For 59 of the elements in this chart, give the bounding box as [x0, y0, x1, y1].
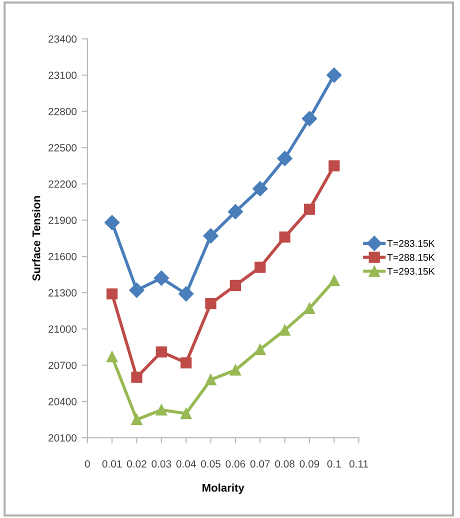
point [304, 204, 316, 215]
point [302, 111, 318, 126]
x-tick-label: 0.01 [102, 460, 122, 468]
point [230, 364, 241, 376]
y-tick-label: 23100 [48, 72, 77, 79]
x-tick-label: 0.07 [250, 460, 270, 468]
legend-label: T=283.15K [387, 240, 435, 247]
legend-label: T=288.15K [387, 254, 435, 261]
x-axis-title: Molarity [202, 484, 244, 494]
point [129, 282, 144, 298]
point [104, 214, 120, 230]
point [328, 160, 340, 172]
point [180, 357, 192, 368]
x-tick-label: 0.04 [176, 460, 196, 468]
point [205, 374, 216, 386]
x-tick-label: 0 [84, 460, 90, 468]
point [277, 150, 292, 166]
point [228, 204, 244, 220]
x-tick-label: 0.05 [201, 460, 220, 468]
point [156, 404, 167, 416]
y-tick-label: 22500 [48, 144, 77, 152]
point [178, 286, 194, 302]
x-tick-label: 0.02 [127, 460, 146, 468]
x-tick-label: 0.03 [152, 460, 172, 468]
point [326, 68, 342, 83]
x-tick-label: 0.09 [300, 460, 320, 468]
point [279, 232, 290, 243]
y-tick-label: 21600 [48, 252, 77, 260]
legend-label: T=293.15K [387, 268, 435, 275]
point [156, 346, 167, 358]
y-axis-title: Surface Tension [32, 196, 40, 281]
y-tick-label: 21300 [48, 289, 77, 297]
point [203, 228, 218, 244]
point [254, 344, 266, 356]
x-tick-label: 0.1 [327, 460, 341, 468]
x-tick-label: 0.11 [349, 460, 368, 468]
y-tick-label: 20400 [48, 398, 77, 406]
point [154, 270, 169, 286]
point [279, 324, 290, 336]
point [252, 181, 268, 196]
point [254, 262, 266, 273]
point [106, 351, 118, 362]
y-tick-label: 23400 [48, 35, 77, 43]
y-tick-label: 21900 [48, 216, 77, 224]
y-tick-label: 21000 [48, 325, 77, 333]
point [304, 302, 316, 314]
point [230, 280, 241, 291]
point [131, 372, 142, 383]
point [328, 275, 340, 286]
y-tick-label: 22800 [48, 108, 77, 116]
point [106, 288, 118, 300]
point [131, 414, 142, 426]
point [180, 408, 192, 420]
point [205, 298, 216, 310]
x-tick-label: 0.06 [226, 460, 246, 468]
y-tick-label: 20100 [48, 434, 77, 442]
x-tick-label: 0.08 [275, 460, 294, 468]
y-tick-label: 22200 [48, 180, 77, 188]
y-tick-label: 20700 [48, 362, 77, 370]
